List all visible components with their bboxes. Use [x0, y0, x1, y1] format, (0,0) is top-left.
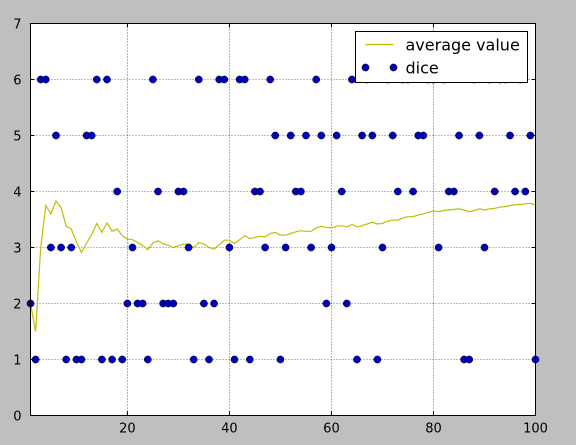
- dice-point: [118, 355, 127, 364]
- dice-point: [266, 75, 275, 84]
- dice-point: [245, 355, 254, 364]
- dice-point: [210, 299, 218, 308]
- dice-point: [143, 355, 152, 364]
- dice-point: [358, 131, 366, 140]
- x-tick-label: 100: [523, 422, 548, 437]
- dice-point: [450, 187, 458, 196]
- dice-point: [480, 243, 489, 252]
- dice-point: [271, 131, 280, 140]
- dice-point: [455, 131, 463, 140]
- legend-label: dice: [406, 59, 439, 78]
- tick-labels: 20 40 60 80 100 0 1 2 3 4 5 6 7: [13, 18, 548, 437]
- dice-point: [348, 75, 356, 84]
- dice-point: [434, 243, 443, 252]
- dice-point: [194, 75, 203, 84]
- dice-point: [393, 187, 402, 196]
- y-tick-label: 2: [13, 298, 21, 313]
- dice-point: [276, 355, 285, 364]
- x-tick-label: 20: [119, 422, 136, 437]
- dice-point: [87, 131, 96, 140]
- legend-box: [355, 31, 528, 83]
- dice-point: [62, 355, 71, 364]
- dice-point: [52, 131, 60, 140]
- dice-point: [128, 243, 137, 252]
- dice-point: [373, 355, 382, 364]
- plot-area: [30, 23, 536, 416]
- dice-point: [225, 243, 234, 252]
- y-tick-label: 7: [13, 18, 21, 33]
- dice-point: [506, 131, 514, 140]
- dice-point: [490, 187, 499, 196]
- dice-point: [154, 187, 162, 196]
- legend: average value dice: [355, 31, 528, 83]
- dice-point: [302, 131, 310, 140]
- dice-point: [378, 243, 387, 252]
- dice-point: [31, 355, 40, 364]
- dice-point: [307, 243, 315, 252]
- average-value-line: [29, 199, 536, 332]
- dice-point: [57, 243, 65, 252]
- dice-point: [281, 243, 290, 252]
- dice-point: [47, 243, 55, 252]
- dice-point: [521, 187, 530, 196]
- dice-point: [261, 243, 269, 252]
- plot-frame: [30, 23, 536, 416]
- dice-point: [41, 75, 50, 84]
- dice-point: [67, 243, 76, 252]
- dice-point: [342, 299, 351, 308]
- x-tick-label: 60: [323, 422, 340, 437]
- dice-point: [332, 131, 341, 140]
- dice-point: [98, 355, 106, 364]
- legend-label: average value: [406, 36, 520, 55]
- dice-point: [200, 299, 208, 308]
- y-tick-label: 5: [13, 130, 21, 145]
- dice-point: [113, 187, 122, 196]
- dice-point: [388, 131, 397, 140]
- dice-point: [368, 131, 377, 140]
- dice-point: [409, 187, 417, 196]
- y-tick-label: 3: [13, 242, 21, 257]
- legend-marker-swatch: [361, 63, 370, 72]
- dice-point: [169, 299, 178, 308]
- dice-point: [149, 75, 157, 84]
- dice-point: [419, 131, 428, 140]
- dice-point: [77, 355, 86, 364]
- dice-point: [92, 75, 101, 84]
- dice-point: [138, 299, 147, 308]
- dice-point: [184, 243, 193, 252]
- dice-point: [189, 355, 198, 364]
- dice-point: [465, 355, 474, 364]
- dice-point: [337, 187, 346, 196]
- dice-point: [297, 187, 305, 196]
- dice-point: [220, 75, 229, 84]
- dice-point: [511, 187, 519, 196]
- dice-point: [108, 355, 116, 364]
- dice-point: [327, 243, 336, 252]
- dice-point: [240, 75, 249, 84]
- dice-point: [179, 187, 188, 196]
- dice-point: [317, 131, 326, 140]
- dice-point: [322, 299, 331, 308]
- legend-marker-swatch: [389, 63, 398, 72]
- dice-point: [123, 299, 132, 308]
- dice-point: [103, 75, 111, 84]
- x-tick-label: 80: [425, 422, 442, 437]
- dice-point: [256, 187, 264, 196]
- dice-point: [312, 75, 321, 84]
- dice-point: [353, 355, 361, 364]
- y-tick-label: 6: [13, 74, 21, 89]
- dice-point: [205, 355, 213, 364]
- dice-point: [475, 131, 484, 140]
- y-tick-label: 0: [13, 410, 21, 425]
- y-tick-label: 1: [13, 354, 21, 369]
- dice-point: [286, 131, 295, 140]
- y-tick-label: 4: [13, 186, 21, 201]
- x-tick-label: 40: [221, 422, 238, 437]
- dice-point: [230, 355, 239, 364]
- dice-point: [526, 131, 535, 140]
